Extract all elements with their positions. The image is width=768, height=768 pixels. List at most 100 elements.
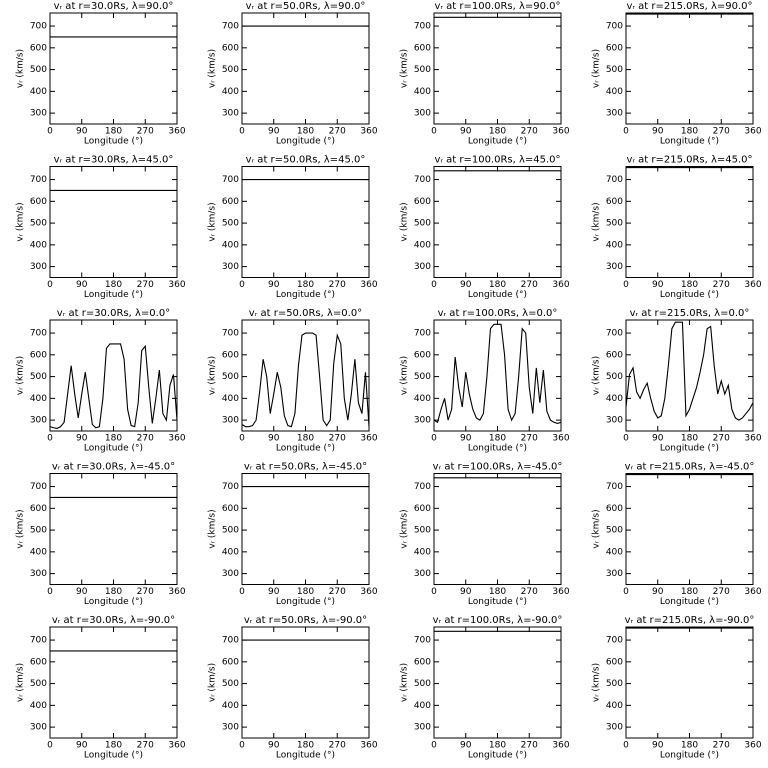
panel-title: vᵣ at r=100.0Rs, λ=45.0° <box>434 155 560 166</box>
y-tick-label: 700 <box>30 482 47 492</box>
x-tick-label: 360 <box>168 434 185 444</box>
x-tick-label: 0 <box>623 434 629 444</box>
y-tick-label: 700 <box>222 329 239 339</box>
x-tick-label: 180 <box>489 741 506 751</box>
y-tick-label: 400 <box>222 240 239 250</box>
panel-title: vᵣ at r=30.0Rs, λ=-45.0° <box>52 462 175 473</box>
x-tick-label: 180 <box>105 434 122 444</box>
y-tick-label: 500 <box>30 679 47 689</box>
y-axis-label: vᵣ (km/s) <box>592 663 602 702</box>
x-tick-label: 0 <box>623 127 629 137</box>
y-tick-label: 500 <box>30 65 47 75</box>
x-tick-label: 90 <box>460 280 472 290</box>
y-tick-label: 400 <box>222 394 239 404</box>
data-line <box>625 321 754 421</box>
x-axis-label: Longitude (°) <box>660 597 719 607</box>
x-tick-label: 90 <box>652 280 664 290</box>
x-tick-label: 180 <box>297 587 314 597</box>
x-tick-label: 0 <box>239 127 245 137</box>
x-tick-label: 360 <box>168 127 185 137</box>
x-tick-label: 270 <box>137 127 154 137</box>
y-tick-label: 300 <box>606 416 623 426</box>
y-tick-label: 500 <box>606 679 623 689</box>
x-tick-label: 0 <box>431 280 437 290</box>
x-axis-label: Longitude (°) <box>468 444 527 454</box>
y-tick-label: 600 <box>606 350 623 360</box>
x-tick-label: 0 <box>623 280 629 290</box>
y-tick-label: 700 <box>414 329 431 339</box>
x-tick-label: 360 <box>360 280 377 290</box>
x-axis-label: Longitude (°) <box>276 751 335 761</box>
x-tick-label: 270 <box>713 280 730 290</box>
y-tick-label: 300 <box>606 723 623 733</box>
x-axis-label: Longitude (°) <box>84 137 143 147</box>
x-axis-label: Longitude (°) <box>468 137 527 147</box>
data-line <box>241 332 370 428</box>
panel-title: vᵣ at r=50.0Rs, λ=0.0° <box>249 308 362 319</box>
y-tick-label: 400 <box>606 240 623 250</box>
y-tick-label: 400 <box>606 547 623 557</box>
x-tick-label: 90 <box>652 741 664 751</box>
x-axis-label: Longitude (°) <box>84 290 143 300</box>
x-axis-label: Longitude (°) <box>84 444 143 454</box>
x-tick-label: 180 <box>105 280 122 290</box>
panel-title: vᵣ at r=30.0Rs, λ=45.0° <box>54 155 174 166</box>
x-tick-label: 270 <box>713 587 730 597</box>
y-tick-label: 500 <box>414 372 431 382</box>
panel: vᵣ at r=50.0Rs, λ=-45.0° Longitude (°) vᵣ … <box>208 462 378 608</box>
y-tick-label: 400 <box>414 701 431 711</box>
y-tick-label: 500 <box>30 219 47 229</box>
y-tick-label: 500 <box>414 679 431 689</box>
panel: vᵣ at r=100.0Rs, λ=90.0° Longitude (°) vᵣ … <box>400 1 570 147</box>
x-tick-label: 0 <box>431 587 437 597</box>
x-tick-label: 90 <box>652 127 664 137</box>
y-axis-label: vᵣ (km/s) <box>208 509 218 548</box>
y-tick-label: 400 <box>414 87 431 97</box>
y-tick-label: 700 <box>606 329 623 339</box>
y-tick-label: 500 <box>30 372 47 382</box>
x-tick-label: 180 <box>681 280 698 290</box>
panel: vᵣ at r=50.0Rs, λ=45.0° Longitude (°) vᵣ (… <box>208 155 378 301</box>
x-tick-label: 90 <box>268 280 280 290</box>
y-tick-label: 600 <box>30 504 47 514</box>
panel: vᵣ at r=100.0Rs, λ=-90.0° Longitude (°) vᵣ… <box>400 615 570 761</box>
y-tick-label: 400 <box>606 701 623 711</box>
x-tick-label: 0 <box>623 741 629 751</box>
x-tick-label: 0 <box>239 280 245 290</box>
y-axis-label: vᵣ (km/s) <box>16 509 26 548</box>
panel-title: vᵣ at r=50.0Rs, λ=-45.0° <box>244 462 367 473</box>
y-tick-label: 500 <box>414 219 431 229</box>
y-tick-label: 300 <box>30 416 47 426</box>
y-tick-label: 700 <box>606 175 623 185</box>
y-axis-label: vᵣ (km/s) <box>16 663 26 702</box>
x-axis-label: Longitude (°) <box>468 597 527 607</box>
panel-title: vᵣ at r=100.0Rs, λ=-45.0° <box>433 462 563 473</box>
data-line <box>49 343 178 429</box>
x-tick-label: 90 <box>268 587 280 597</box>
y-tick-label: 300 <box>30 723 47 733</box>
panel: vᵣ at r=30.0Rs, λ=-90.0° Longitude (°) vᵣ … <box>16 615 186 761</box>
y-tick-label: 400 <box>30 547 47 557</box>
x-tick-label: 180 <box>297 741 314 751</box>
y-tick-label: 600 <box>30 197 47 207</box>
x-tick-label: 0 <box>47 587 53 597</box>
x-tick-label: 180 <box>489 280 506 290</box>
plot-frame <box>49 12 178 125</box>
y-axis-label: vᵣ (km/s) <box>16 202 26 241</box>
x-tick-label: 0 <box>47 434 53 444</box>
plot-frame <box>241 166 370 278</box>
y-axis-label: vᵣ (km/s) <box>592 202 602 241</box>
panel-title: vᵣ at r=100.0Rs, λ=0.0° <box>438 308 558 319</box>
panel: vᵣ at r=50.0Rs, λ=0.0° Longitude (°) vᵣ (k… <box>208 308 378 454</box>
y-tick-label: 300 <box>414 262 431 272</box>
x-axis-label: Longitude (°) <box>468 290 527 300</box>
x-tick-label: 90 <box>76 741 88 751</box>
x-tick-label: 180 <box>681 587 698 597</box>
x-tick-label: 270 <box>329 741 346 751</box>
x-axis-label: Longitude (°) <box>468 751 527 761</box>
panel-title: vᵣ at r=50.0Rs, λ=90.0° <box>246 1 366 12</box>
y-tick-label: 400 <box>414 240 431 250</box>
x-axis-label: Longitude (°) <box>660 751 719 761</box>
plot-frame <box>49 626 178 739</box>
y-tick-label: 700 <box>606 22 623 32</box>
